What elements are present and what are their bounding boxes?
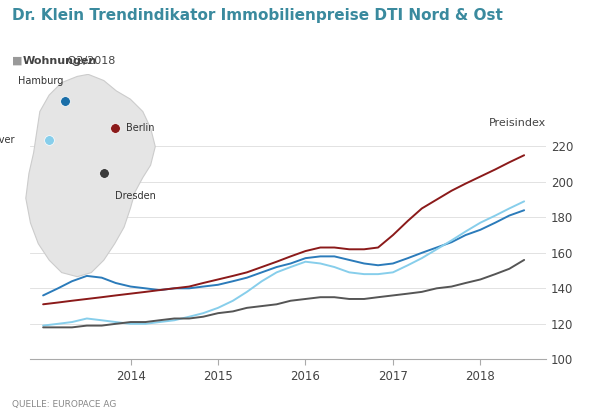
Text: Preisindex: Preisindex: [489, 118, 546, 128]
Text: Hamburg: Hamburg: [18, 76, 63, 85]
Text: Wohnungen: Wohnungen: [23, 56, 97, 66]
Text: Hannover: Hannover: [0, 135, 15, 145]
Text: Q2/2018: Q2/2018: [64, 56, 116, 66]
Text: Dr. Klein Trendindikator Immobilienpreise DTI Nord & Ost: Dr. Klein Trendindikator Immobilienpreis…: [12, 8, 503, 23]
Polygon shape: [26, 74, 155, 277]
Text: ■: ■: [12, 56, 26, 66]
Text: Dresden: Dresden: [115, 191, 155, 201]
Text: QUELLE: EUROPACE AG: QUELLE: EUROPACE AG: [12, 400, 116, 409]
Text: Berlin: Berlin: [125, 123, 154, 133]
